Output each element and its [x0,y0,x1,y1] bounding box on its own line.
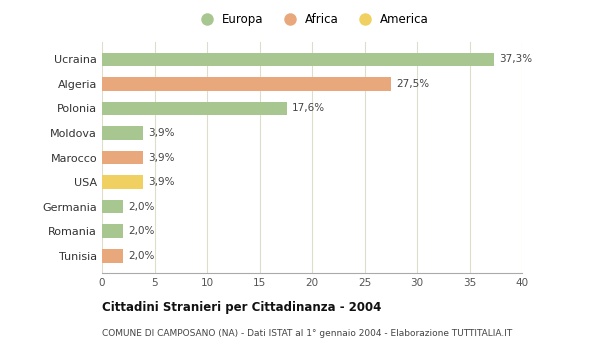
Bar [102,102,287,115]
Text: 2,0%: 2,0% [128,202,155,212]
Text: 3,9%: 3,9% [148,128,175,138]
Bar [102,151,143,164]
Text: 2,0%: 2,0% [128,251,155,261]
Bar [102,126,143,140]
Bar [102,77,391,91]
Text: 2,0%: 2,0% [128,226,155,236]
Text: 3,9%: 3,9% [148,153,175,162]
Legend: Europa, Africa, America: Europa, Africa, America [190,9,434,31]
Text: 27,5%: 27,5% [396,79,429,89]
Text: 3,9%: 3,9% [148,177,175,187]
Bar [102,52,494,66]
Bar [102,249,123,262]
Text: 17,6%: 17,6% [292,103,325,113]
Text: COMUNE DI CAMPOSANO (NA) - Dati ISTAT al 1° gennaio 2004 - Elaborazione TUTTITAL: COMUNE DI CAMPOSANO (NA) - Dati ISTAT al… [102,329,512,338]
Text: Cittadini Stranieri per Cittadinanza - 2004: Cittadini Stranieri per Cittadinanza - 2… [102,301,382,314]
Text: 37,3%: 37,3% [499,54,532,64]
Bar [102,224,123,238]
Bar [102,200,123,214]
Bar [102,175,143,189]
